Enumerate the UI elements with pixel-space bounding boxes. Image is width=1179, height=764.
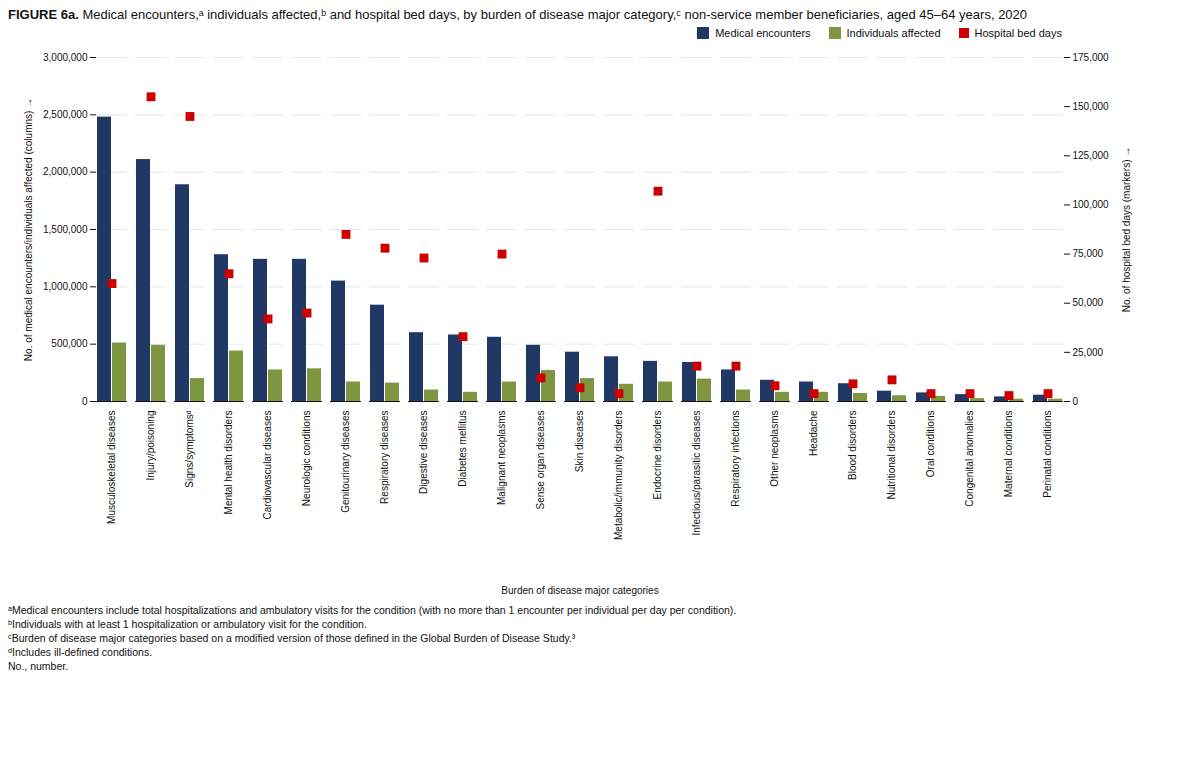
svg-text:100,000: 100,000 [1073,199,1110,210]
svg-text:175,000: 175,000 [1073,52,1110,63]
svg-text:75,000: 75,000 [1073,248,1104,259]
svg-text:No. of medical encounters/indi: No. of medical encounters/individuals af… [23,98,34,361]
svg-text:2,500,000: 2,500,000 [43,109,88,120]
svg-text:Injury/poisoning: Injury/poisoning [145,411,156,481]
html-text:ᶜBurden of disease major categ: ᶜBurden of disease major categories base… [8,632,576,644]
svg-text:Signs/symptomsᵈ: Signs/symptomsᵈ [184,410,195,487]
html-text:Hospital bed days: Hospital bed days [974,27,1062,39]
svg-text:Oral conditions: Oral conditions [925,411,936,478]
svg-text:Musculoskeletal diseases: Musculoskeletal diseases [106,411,117,524]
svg-text:Digestive diseases: Digestive diseases [418,411,429,494]
svg-text:Respiratory infections: Respiratory infections [730,411,741,507]
svg-text:50,000: 50,000 [1073,297,1104,308]
svg-text:Nutritional disorders: Nutritional disorders [886,411,897,500]
svg-text:2,000,000: 2,000,000 [43,166,88,177]
svg-text:0: 0 [1073,396,1079,407]
svg-text:Diabetes mellitus: Diabetes mellitus [457,411,468,487]
svg-text:3,000,000: 3,000,000 [43,52,88,63]
svg-text:Perinatal conditions: Perinatal conditions [1042,411,1053,498]
svg-text:Malignant neoplasms: Malignant neoplasms [496,411,507,506]
svg-text:150,000: 150,000 [1073,101,1110,112]
svg-text:Neurologic conditions: Neurologic conditions [301,411,312,507]
svg-text:500,000: 500,000 [51,338,88,349]
svg-text:Other neoplasms: Other neoplasms [769,411,780,487]
svg-text:Genitourinary diseases: Genitourinary diseases [340,411,351,513]
svg-text:Endocrine disorders: Endocrine disorders [652,411,663,500]
svg-text:Infectious/parasitic diseases: Infectious/parasitic diseases [691,411,702,536]
html-text:ᵇIndividuals with at least 1 h: ᵇIndividuals with at least 1 hospitaliza… [8,618,367,630]
svg-text:Congenital anomalies: Congenital anomalies [964,411,975,507]
svg-text:0: 0 [82,396,88,407]
svg-text:Sense organ diseases: Sense organ diseases [535,411,546,510]
svg-text:25,000: 25,000 [1073,347,1104,358]
html-text:Medical encounters: Medical encounters [715,27,811,39]
svg-text:Mental health disorders: Mental health disorders [223,411,234,515]
html-text:ᵈIncludes ill-defined conditio: ᵈIncludes ill-defined conditions. [8,646,152,658]
svg-text:1,500,000: 1,500,000 [43,224,88,235]
html-text:Individuals affected: Individuals affected [846,27,941,39]
svg-text:Headache: Headache [808,410,819,456]
svg-text:125,000: 125,000 [1073,150,1110,161]
html-text:No., number.: No., number. [8,660,69,672]
html-text:FIGURE 6a. Medical encounters,: FIGURE 6a. Medical encounters,ᵃ individu… [8,7,1028,22]
svg-text:Metabolic/immunity disorders: Metabolic/immunity disorders [613,411,624,541]
svg-text:Maternal conditions: Maternal conditions [1003,411,1014,498]
svg-text:Blood disorders: Blood disorders [847,411,858,480]
svg-text:Cardiovascular diseases: Cardiovascular diseases [262,411,273,520]
svg-text:Respiratory diseases: Respiratory diseases [379,411,390,504]
svg-text:Skin diseases: Skin diseases [574,411,585,473]
svg-text:Burden of disease major catego: Burden of disease major categories [501,585,658,596]
svg-text:No. of hospital bed days (mark: No. of hospital bed days (markers) → [1121,147,1132,313]
svg-text:1,000,000: 1,000,000 [43,281,88,292]
html-text:ᵃMedical encounters include to: ᵃMedical encounters include total hospit… [8,604,737,616]
